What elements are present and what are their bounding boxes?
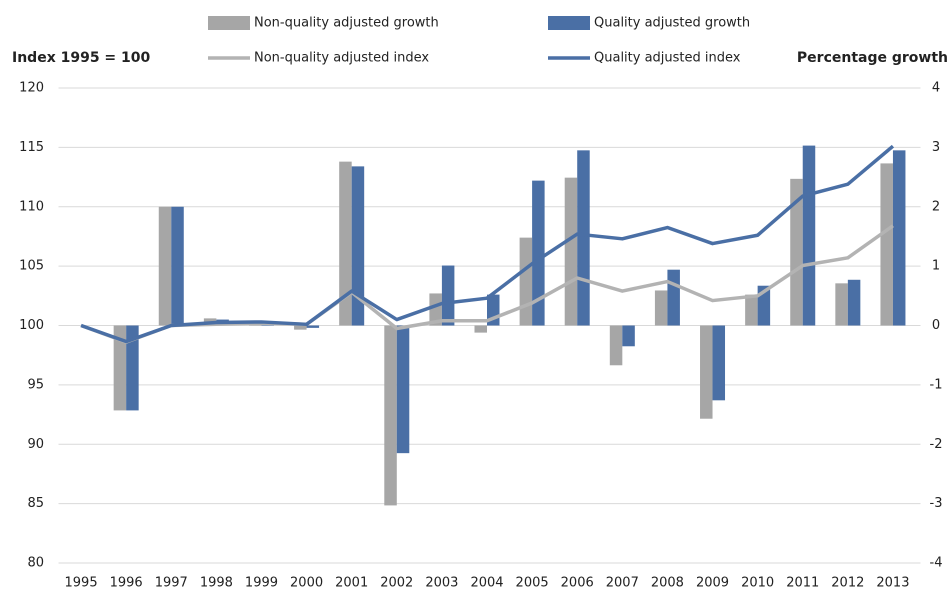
y2-tick-label: -1 xyxy=(930,377,943,392)
y2-tick-label: -4 xyxy=(930,556,943,571)
x-tick-label: 2011 xyxy=(786,576,819,591)
y-axis-label: Index 1995 = 100 xyxy=(12,50,151,66)
y-tick-label: 80 xyxy=(27,556,44,571)
bar xyxy=(802,145,816,326)
y2-tick-label: 3 xyxy=(932,140,940,155)
y-tick-label: 120 xyxy=(19,81,44,96)
bar xyxy=(532,180,545,326)
y-tick-label: 95 xyxy=(27,377,44,392)
y2-tick-label: 0 xyxy=(932,318,940,333)
x-tick-label: 1995 xyxy=(65,576,98,591)
legend-label: Quality adjusted growth xyxy=(594,16,750,31)
bar xyxy=(880,163,893,326)
bar xyxy=(745,294,758,326)
x-tick-label: 2003 xyxy=(425,576,458,591)
bar xyxy=(700,325,713,419)
y2-tick-label: -2 xyxy=(930,437,943,452)
x-tick-label: 2009 xyxy=(696,576,729,591)
x-tick-label: 2008 xyxy=(651,576,684,591)
bar xyxy=(790,178,803,326)
bar xyxy=(667,269,680,326)
bar xyxy=(892,150,906,326)
bar xyxy=(306,325,320,328)
legend-swatch xyxy=(208,16,250,30)
bar xyxy=(396,325,410,454)
y2-tick-label: 4 xyxy=(932,81,940,96)
legend-label: Quality adjusted index xyxy=(594,51,741,66)
x-tick-label: 2001 xyxy=(335,576,368,591)
x-tick-label: 2007 xyxy=(606,576,639,591)
line xyxy=(80,144,895,344)
bar xyxy=(113,325,127,411)
x-tick-label: 1996 xyxy=(110,576,143,591)
x-tick-label: 2000 xyxy=(290,576,323,591)
y2-tick-label: 1 xyxy=(932,259,940,274)
bar xyxy=(519,237,533,326)
bar xyxy=(622,325,635,347)
bar xyxy=(158,206,172,326)
bar xyxy=(339,161,352,326)
legend-label: Non-quality adjusted growth xyxy=(254,16,439,31)
bar xyxy=(835,283,848,326)
x-tick-label: 2004 xyxy=(470,576,503,591)
bar xyxy=(351,166,365,326)
y2-tick-label: -3 xyxy=(930,496,943,511)
bar xyxy=(171,206,184,326)
y-tick-label: 110 xyxy=(19,199,44,214)
bar xyxy=(847,279,861,326)
legend-label: Non-quality adjusted index xyxy=(254,51,429,66)
x-tick-label: 2010 xyxy=(741,576,774,591)
bar xyxy=(712,325,726,401)
y-tick-label: 115 xyxy=(19,140,44,155)
x-tick-label: 1997 xyxy=(155,576,188,591)
y-tick-label: 90 xyxy=(27,437,44,452)
legend-swatch xyxy=(548,16,590,30)
y2-tick-label: 2 xyxy=(932,199,940,214)
bar xyxy=(429,293,442,326)
y-tick-label: 105 xyxy=(19,259,44,274)
x-tick-label: 2012 xyxy=(831,576,864,591)
y-tick-label: 85 xyxy=(27,496,44,511)
x-tick-label: 2002 xyxy=(380,576,413,591)
bar xyxy=(654,290,668,326)
y-tick-label: 100 xyxy=(19,318,44,333)
x-tick-label: 1998 xyxy=(200,576,233,591)
x-tick-label: 2013 xyxy=(876,576,909,591)
bar xyxy=(609,325,623,366)
y2-axis-label: Percentage growth xyxy=(797,50,948,66)
bar xyxy=(384,325,397,506)
bar xyxy=(126,325,139,411)
x-tick-label: 2006 xyxy=(561,576,594,591)
x-tick-label: 2005 xyxy=(516,576,549,591)
x-tick-label: 1999 xyxy=(245,576,278,591)
bar xyxy=(474,325,487,333)
bar xyxy=(441,265,455,326)
bar xyxy=(564,177,578,326)
bar xyxy=(577,150,590,326)
line xyxy=(80,224,894,344)
bar xyxy=(294,325,307,330)
